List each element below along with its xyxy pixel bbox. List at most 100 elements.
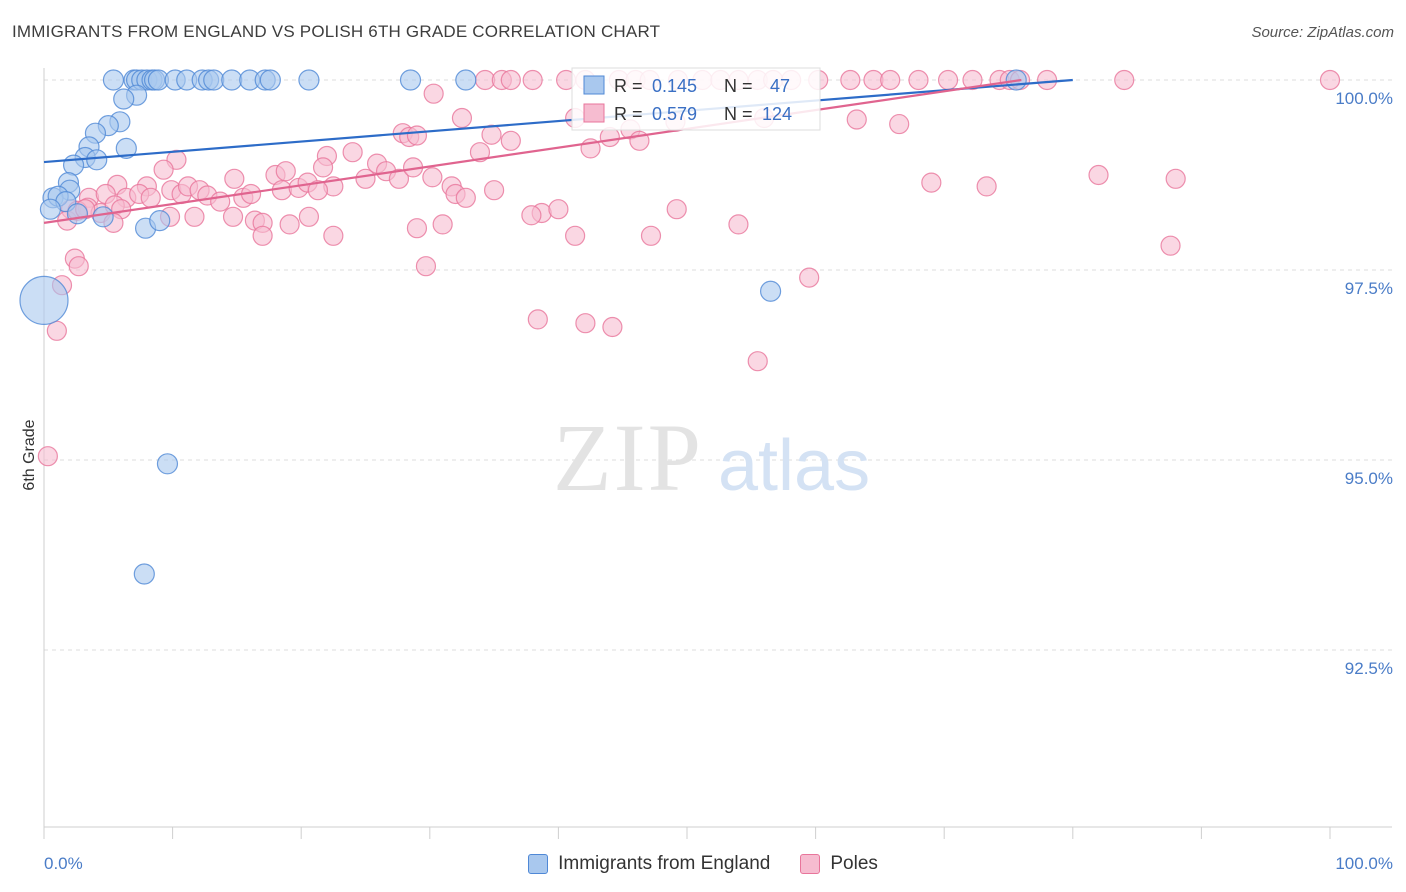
england-point xyxy=(19,275,69,325)
poles-point xyxy=(484,180,505,201)
trend-layer xyxy=(43,78,1073,224)
poles-point xyxy=(666,199,687,220)
stats-n-label-2: N = xyxy=(724,104,753,124)
england-point xyxy=(92,206,114,228)
poles-point xyxy=(388,168,410,189)
y-axis-label: 6th Grade xyxy=(21,419,38,490)
poles-point xyxy=(1319,69,1341,91)
stats-r-value-1: 0.145 xyxy=(652,76,697,96)
poles-point xyxy=(406,218,428,239)
stats-r-label-1: R = xyxy=(614,76,643,96)
poles-point xyxy=(602,316,623,338)
stats-box: R = 0.145 N = 47 R = 0.579 N = 124 xyxy=(571,67,821,131)
legend-label-england: Immigrants from England xyxy=(558,853,771,874)
poles-point xyxy=(976,176,997,197)
england-point xyxy=(156,453,179,475)
stats-n-value-1: 47 xyxy=(770,76,790,96)
england-point xyxy=(455,69,477,91)
poles-point xyxy=(1088,164,1109,186)
poles-point xyxy=(451,107,473,129)
england-point xyxy=(66,203,89,225)
stats-n-label-1: N = xyxy=(724,76,753,96)
england-point xyxy=(86,149,108,171)
poles-point xyxy=(298,206,320,227)
poles-point xyxy=(252,225,273,246)
poles-point xyxy=(455,187,476,208)
poles-point xyxy=(500,69,521,91)
poles-point xyxy=(575,313,596,334)
y-tick-label: 97.5% xyxy=(1345,279,1393,298)
legend: Immigrants from England Poles xyxy=(0,848,1406,880)
points-layer xyxy=(19,69,1341,585)
poles-point xyxy=(355,168,376,189)
stats-r-value-2: 0.579 xyxy=(652,104,697,124)
poles-point xyxy=(275,161,296,182)
poles-point xyxy=(908,69,929,91)
poles-point xyxy=(1036,69,1058,91)
poles-point xyxy=(37,446,58,467)
poles-point xyxy=(342,142,363,163)
poles-point xyxy=(1114,69,1135,91)
poles-point xyxy=(921,172,942,193)
poles-point xyxy=(68,256,89,277)
y-tick-label: 100.0% xyxy=(1335,89,1393,108)
poles-point xyxy=(406,125,428,146)
x-tick-label: 0.0% xyxy=(44,854,83,873)
stats-swatch-pink xyxy=(583,103,605,123)
watermark: ZIP atlas xyxy=(553,404,870,511)
poles-point xyxy=(962,69,983,91)
poles-point xyxy=(210,191,231,212)
poles-point xyxy=(799,267,820,288)
poles-point xyxy=(432,214,453,235)
england-point xyxy=(399,69,422,91)
poles-point xyxy=(1160,235,1181,256)
england-point xyxy=(759,280,782,302)
england-point xyxy=(221,69,243,91)
stats-r-label-2: R = xyxy=(614,104,643,124)
poles-point xyxy=(323,225,344,246)
england-point xyxy=(102,69,125,91)
england-point xyxy=(298,69,320,91)
poles-point xyxy=(527,309,548,330)
england-point xyxy=(113,88,135,110)
poles-point xyxy=(481,124,502,145)
legend-item-poles[interactable]: Poles xyxy=(800,853,878,875)
poles-point xyxy=(140,187,161,208)
england-point xyxy=(259,69,281,91)
poles-point xyxy=(423,83,444,104)
poles-point xyxy=(415,256,437,277)
poles-point xyxy=(279,214,300,235)
tick-label-layer: 100.0% 97.5% 95.0% 92.5% 0.0% 100.0% xyxy=(44,89,1393,873)
poles-point xyxy=(422,167,443,188)
england-point xyxy=(203,69,225,91)
poles-point xyxy=(500,130,521,151)
y-tick-label: 92.5% xyxy=(1345,659,1393,678)
poles-point xyxy=(840,69,861,91)
legend-swatch-pink xyxy=(800,854,821,874)
poles-point xyxy=(889,113,910,135)
stats-box-frame xyxy=(571,67,821,131)
poles-point xyxy=(307,180,329,201)
y-tick-label: 95.0% xyxy=(1345,469,1393,488)
poles-point xyxy=(728,214,749,235)
poles-point xyxy=(548,199,569,220)
poles-point xyxy=(521,205,542,226)
poles-point xyxy=(184,206,205,227)
poles-point xyxy=(880,69,901,91)
watermark-atlas: atlas xyxy=(718,426,870,506)
poles-point xyxy=(1165,168,1186,189)
chart-title: IMMIGRANTS FROM ENGLAND VS POLISH 6TH GR… xyxy=(12,22,661,41)
poles-point xyxy=(937,69,959,91)
stats-swatch-blue xyxy=(583,75,605,95)
legend-label-poles: Poles xyxy=(830,853,878,874)
england-point xyxy=(115,137,137,159)
poles-point xyxy=(747,351,768,372)
poles-trend-line xyxy=(43,78,1022,224)
stats-n-value-2: 124 xyxy=(762,104,792,124)
legend-swatch-blue xyxy=(528,854,549,874)
poles-point xyxy=(846,109,867,130)
legend-item-england[interactable]: Immigrants from England xyxy=(528,853,770,875)
poles-point xyxy=(469,142,491,163)
poles-point xyxy=(153,159,174,180)
